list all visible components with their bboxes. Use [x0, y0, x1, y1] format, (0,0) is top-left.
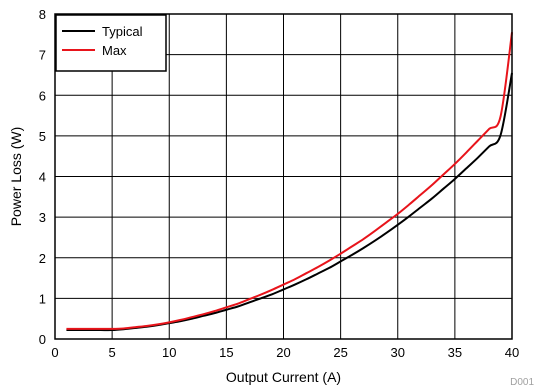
y-tick-label-5: 5 [39, 129, 46, 144]
y-tick-label-3: 3 [39, 210, 46, 225]
x-tick-label-3: 15 [219, 345, 233, 360]
series-line-max [66, 32, 513, 330]
x-tick-label-5: 25 [333, 345, 347, 360]
y-tick-label-6: 6 [39, 88, 46, 103]
plot-frame [54, 13, 513, 340]
y-tick-label-1: 1 [39, 291, 46, 306]
y-tick-label-2: 2 [39, 251, 46, 266]
y-axis-title: Power Loss (W) [8, 127, 24, 227]
x-tick-label-2: 10 [162, 345, 176, 360]
figure-id: D001 [510, 377, 534, 388]
x-tick-label-8: 40 [505, 345, 519, 360]
y-tick-label-0: 0 [39, 332, 46, 347]
legend-label-typical: Typical [102, 24, 143, 39]
x-axis-title: Output Current (A) [226, 369, 341, 385]
x-tick-label-7: 35 [448, 345, 462, 360]
tick-labels: 0 5 10 15 20 25 30 35 40 0 1 2 3 4 5 6 7 8 [39, 7, 519, 360]
x-tick-label-4: 20 [276, 345, 290, 360]
y-tick-label-4: 4 [39, 170, 46, 185]
legend-label-max: Max [102, 43, 127, 58]
y-tick-label-8: 8 [39, 7, 46, 22]
x-tick-label-1: 5 [109, 345, 116, 360]
x-tick-label-6: 30 [391, 345, 405, 360]
legend-box [55, 14, 167, 72]
series-lines [66, 32, 513, 332]
x-tick-label-0: 0 [51, 345, 58, 360]
grid [55, 14, 512, 339]
legend: Typical Max [55, 14, 167, 72]
y-tick-label-7: 7 [39, 48, 46, 63]
